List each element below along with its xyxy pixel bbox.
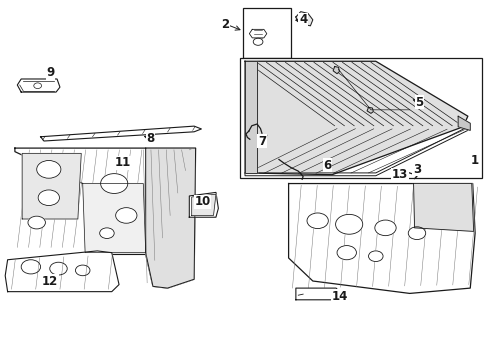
Text: 14: 14 [331, 290, 347, 303]
Polygon shape [289, 184, 475, 293]
Text: 7: 7 [258, 135, 266, 148]
Circle shape [99, 228, 114, 238]
Circle shape [46, 277, 57, 285]
Circle shape [75, 265, 90, 276]
Polygon shape [333, 67, 340, 74]
Text: 8: 8 [147, 132, 155, 145]
Text: 12: 12 [42, 275, 58, 288]
Polygon shape [296, 288, 340, 300]
Text: 4: 4 [299, 13, 307, 26]
Polygon shape [5, 251, 119, 292]
Circle shape [37, 161, 61, 178]
Polygon shape [192, 194, 216, 215]
Text: 3: 3 [413, 163, 421, 176]
Polygon shape [245, 61, 257, 173]
Circle shape [337, 246, 356, 260]
Text: 9: 9 [46, 67, 54, 80]
Circle shape [50, 262, 67, 275]
Text: 1: 1 [471, 154, 479, 167]
Text: 5: 5 [415, 95, 423, 108]
Polygon shape [458, 116, 470, 130]
Text: 10: 10 [194, 195, 211, 208]
Polygon shape [189, 192, 219, 217]
Circle shape [116, 208, 137, 223]
Polygon shape [367, 107, 373, 113]
Polygon shape [245, 61, 468, 175]
Polygon shape [41, 126, 201, 141]
Circle shape [368, 251, 383, 261]
Circle shape [408, 227, 426, 239]
Circle shape [336, 215, 363, 234]
Circle shape [375, 220, 396, 236]
Polygon shape [414, 184, 474, 231]
Polygon shape [15, 148, 196, 288]
Circle shape [253, 38, 263, 45]
Circle shape [100, 174, 128, 193]
Polygon shape [249, 30, 267, 38]
Text: 13: 13 [392, 168, 408, 181]
Circle shape [21, 260, 41, 274]
Bar [240, 58, 482, 178]
Polygon shape [22, 153, 81, 219]
Text: 11: 11 [115, 157, 131, 170]
Polygon shape [245, 127, 468, 176]
Text: 6: 6 [323, 159, 331, 172]
Polygon shape [17, 79, 60, 92]
Circle shape [307, 213, 328, 229]
Text: 2: 2 [221, 18, 230, 31]
Polygon shape [83, 184, 146, 253]
Polygon shape [296, 12, 313, 26]
Circle shape [34, 83, 42, 89]
Circle shape [28, 216, 46, 229]
Circle shape [38, 190, 59, 206]
Bar [243, 8, 291, 58]
Polygon shape [146, 148, 196, 288]
